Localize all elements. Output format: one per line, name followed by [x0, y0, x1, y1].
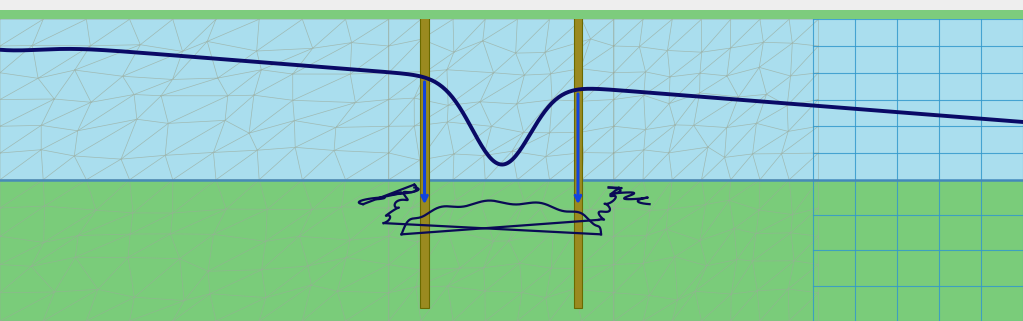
Bar — [420, 0, 429, 308]
Bar — [574, 0, 582, 308]
Bar — [0, 19, 1023, 180]
Bar — [0, 180, 1023, 321]
Bar — [0, 0, 1023, 10]
Bar — [0, 10, 1023, 19]
